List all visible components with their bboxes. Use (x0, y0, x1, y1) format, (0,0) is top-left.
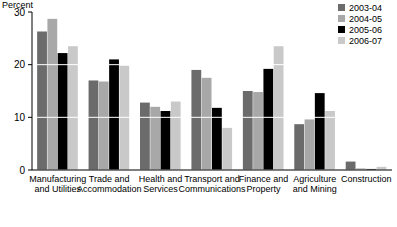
bar (191, 70, 201, 170)
y-tick-label: 30 (14, 7, 26, 18)
label-line: Trade and (89, 174, 130, 184)
bar (47, 19, 57, 170)
legend-label: 2006-07 (349, 36, 382, 46)
label-line: and Mining (293, 184, 337, 194)
bar (140, 103, 150, 170)
bar (294, 124, 304, 170)
legend-swatch (338, 4, 345, 11)
bar (253, 92, 263, 170)
bar (171, 102, 181, 170)
x-tick-label: Trade andAccommodation (77, 174, 142, 194)
y-tick-label: 0 (19, 165, 25, 176)
bar (222, 128, 232, 170)
bar (263, 69, 273, 170)
label-line: Services (143, 184, 178, 194)
grid-line (32, 170, 392, 171)
x-tick-label: Construction (341, 174, 392, 184)
legend-label: 2005-06 (349, 25, 382, 35)
grid-line (32, 64, 392, 65)
grid-line (32, 117, 392, 118)
bar (89, 80, 99, 170)
x-axis (32, 170, 392, 171)
bar (161, 111, 171, 170)
bar (150, 107, 160, 170)
label-line: Agriculture (293, 174, 336, 184)
y-tick-label: 10 (14, 112, 26, 123)
legend-swatch (338, 37, 345, 44)
label-line: Health and (139, 174, 183, 184)
bar (109, 59, 119, 170)
label-line: and Utilities (34, 184, 81, 194)
bar (243, 91, 253, 170)
bar (37, 31, 47, 170)
bar (119, 66, 129, 170)
bars (37, 19, 386, 170)
y-tick-label: 20 (14, 59, 26, 70)
label-line: Communications (178, 184, 246, 194)
legend-swatch (338, 15, 345, 22)
label-line: Transport and (184, 174, 240, 184)
y-tick (28, 117, 32, 118)
bar (58, 53, 68, 170)
legend-label: 2004-05 (349, 14, 382, 24)
x-tick-label: Agricultureand Mining (293, 174, 337, 194)
label-line: Accommodation (77, 184, 142, 194)
x-tick-label: Finance andProperty (239, 174, 289, 194)
chart: Percent0102030Manufacturingand Utilities… (0, 0, 397, 227)
legend-label: 2003-04 (349, 3, 382, 13)
label-line: Manufacturing (29, 174, 86, 184)
chart-root: Percent0102030Manufacturingand Utilities… (0, 0, 397, 227)
grid-line (32, 12, 392, 13)
label-line: Property (246, 184, 281, 194)
x-tick-label: Health andServices (139, 174, 183, 194)
label-line: Finance and (239, 174, 289, 184)
bar (315, 93, 325, 170)
legend-swatch (338, 26, 345, 33)
y-axis (32, 12, 33, 170)
bar (202, 78, 212, 170)
bar (305, 119, 315, 170)
y-tick (28, 170, 32, 171)
x-tick-label: Transport andCommunications (178, 174, 246, 194)
bar (346, 162, 356, 170)
label-line: Construction (341, 174, 392, 184)
bar (99, 82, 109, 170)
bar (325, 111, 335, 170)
y-tick (28, 12, 32, 13)
y-tick (28, 64, 32, 65)
